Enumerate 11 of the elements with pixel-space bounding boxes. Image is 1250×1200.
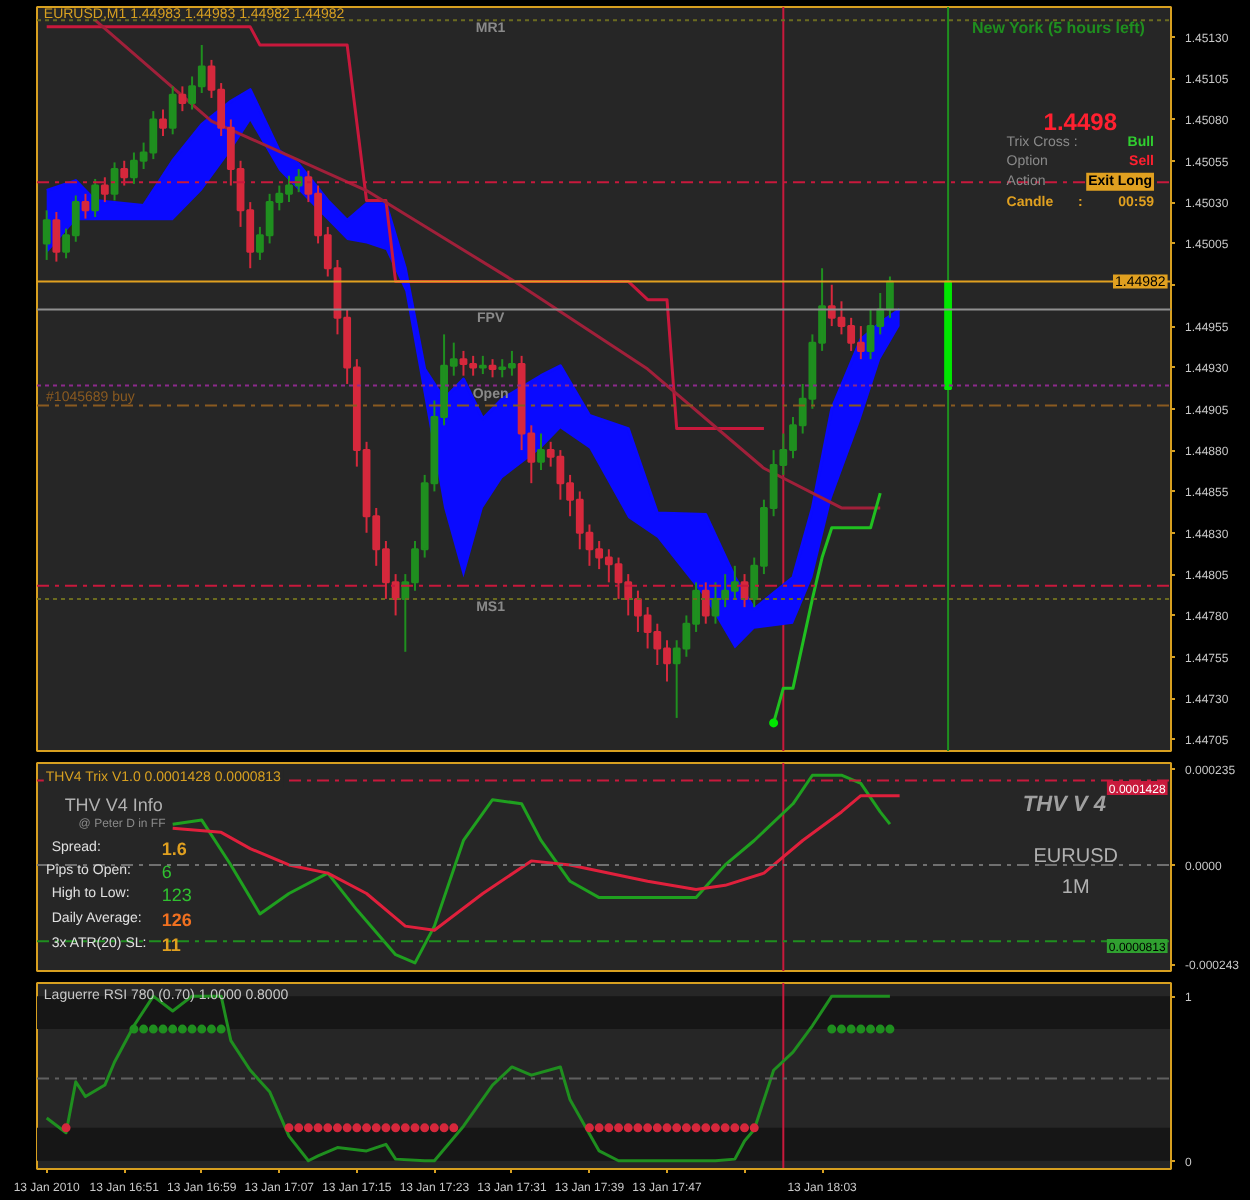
annotation: 1.4498 <box>1043 107 1118 136</box>
annotation: 1M <box>1061 876 1090 899</box>
annotation: 6 <box>161 862 172 883</box>
annotation: 126 <box>161 910 192 930</box>
annotation: 1.6 <box>161 839 187 860</box>
annotation: New York (5 hours left) <box>972 18 1146 37</box>
annotation: THV V 4 <box>1022 792 1106 817</box>
annotation: 11 <box>161 934 181 955</box>
annotation: EURUSD <box>1033 845 1118 868</box>
annotation: THV V4 Info <box>64 794 163 815</box>
annotation: 123 <box>161 885 192 906</box>
